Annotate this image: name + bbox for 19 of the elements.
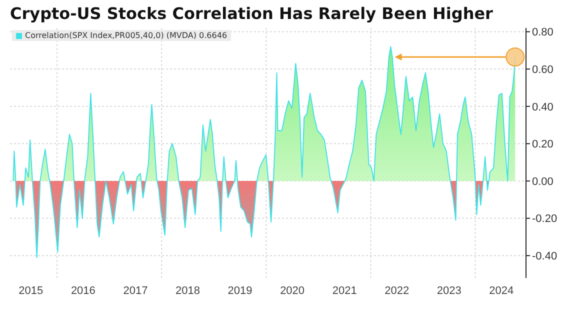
y-tick-label: 0.60: [532, 64, 554, 76]
x-tick-label: 2024: [489, 284, 514, 297]
x-tick-label: 2021: [332, 284, 357, 297]
x-tick-label: 2016: [70, 284, 96, 297]
x-tick-label: 2020: [280, 284, 305, 297]
y-tick-label: 0.20: [532, 138, 554, 151]
y-tick-label: -0.20: [532, 213, 558, 226]
x-tick-label: 2017: [123, 284, 148, 297]
x-tick-label: 2019: [228, 284, 252, 297]
x-tick-label: 2022: [384, 284, 410, 297]
x-tick-label: 2023: [436, 284, 462, 297]
y-tick-label: 0.80: [532, 26, 554, 39]
y-tick-label: 0.00: [532, 176, 554, 188]
legend-label: Correlation(SPX Index,PR005,40,0) (MVDA) 0.6646: [25, 31, 228, 40]
x-tick-label: 2018: [176, 284, 200, 297]
y-tick-label: 0.40: [532, 101, 554, 114]
chart-title: Crypto-US Stocks Correlation Has Rarely Been Higher: [10, 4, 493, 23]
x-tick-label: 2015: [18, 284, 44, 297]
y-tick-label: -0.40: [532, 250, 558, 263]
